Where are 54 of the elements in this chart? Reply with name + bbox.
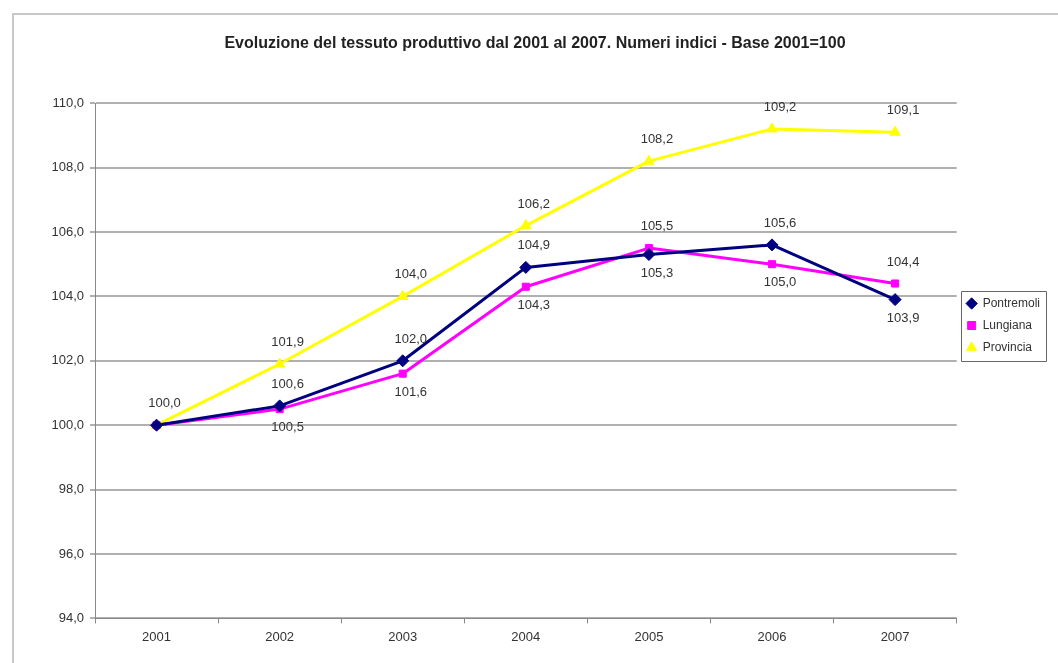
point bbox=[889, 125, 901, 136]
y-tick-label: 104,0 bbox=[51, 287, 84, 303]
y-tick-label: 100,0 bbox=[51, 416, 84, 432]
x-tick-label: 2007 bbox=[880, 628, 910, 644]
x-tick-label: 2006 bbox=[757, 628, 787, 644]
point bbox=[642, 248, 656, 262]
data-label: 108,2 bbox=[640, 131, 674, 147]
point bbox=[397, 289, 409, 300]
x-tick-label: 2001 bbox=[142, 628, 172, 644]
point bbox=[767, 260, 777, 269]
chart-title: Evoluzione del tessuto produttivo dal 2001 al 2007. Numeri indici - Base 2001=100 bbox=[224, 34, 846, 52]
data-label: 105,5 bbox=[640, 218, 674, 234]
point bbox=[521, 282, 530, 291]
data-label: 100,6 bbox=[271, 375, 304, 391]
y-tick-label: 102,0 bbox=[51, 352, 84, 368]
x-tick-label: 2003 bbox=[388, 628, 418, 644]
data-label: 101,6 bbox=[394, 383, 427, 399]
data-label: 103,9 bbox=[886, 309, 920, 325]
point bbox=[765, 238, 779, 252]
x-tick-label: 2005 bbox=[634, 628, 664, 644]
data-label: 100,5 bbox=[271, 419, 304, 435]
data-label: 104,9 bbox=[517, 237, 551, 253]
y-tick-label: 96,0 bbox=[58, 545, 84, 561]
point bbox=[766, 122, 778, 133]
y-tick-label: 98,0 bbox=[58, 481, 84, 497]
point bbox=[273, 399, 287, 413]
data-label: 109,1 bbox=[886, 102, 920, 118]
legend-label: Pontremoli bbox=[982, 295, 1040, 310]
point bbox=[888, 293, 902, 307]
data-label: 105,3 bbox=[640, 264, 674, 280]
y-tick-label: 94,0 bbox=[58, 609, 84, 625]
legend-label: Lungiana bbox=[982, 317, 1033, 332]
data-label: 101,9 bbox=[271, 334, 304, 350]
data-label: 104,0 bbox=[394, 266, 427, 282]
point bbox=[520, 219, 532, 230]
data-label: 102,0 bbox=[394, 330, 427, 346]
point bbox=[891, 279, 900, 288]
x-tick-label: 2004 bbox=[511, 628, 541, 644]
data-label: 105,6 bbox=[763, 214, 797, 230]
point bbox=[396, 354, 410, 368]
data-label: 104,3 bbox=[517, 296, 551, 312]
data-label: 106,2 bbox=[517, 195, 551, 211]
data-label: 105,0 bbox=[763, 274, 797, 290]
point bbox=[519, 260, 533, 274]
point bbox=[398, 369, 407, 378]
data-label: 100,0 bbox=[148, 395, 181, 411]
y-tick-label: 110,0 bbox=[52, 94, 84, 110]
x-tick-label: 2002 bbox=[265, 628, 295, 644]
legend-label: Provincia bbox=[982, 339, 1033, 354]
data-label: 109,2 bbox=[763, 99, 797, 115]
point bbox=[643, 154, 655, 165]
y-tick-label: 106,0 bbox=[51, 223, 84, 239]
data-label: 104,4 bbox=[886, 253, 920, 269]
y-tick-label: 108,0 bbox=[51, 159, 84, 175]
